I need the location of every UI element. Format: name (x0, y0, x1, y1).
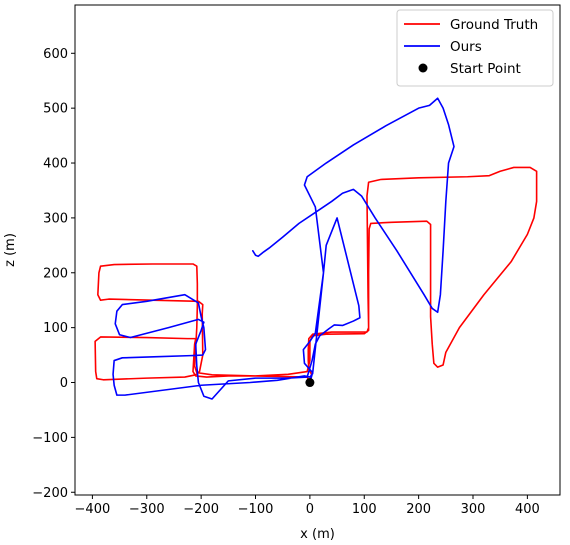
y-tick-label: 100 (43, 321, 68, 336)
axes: −400 −300 −200 −100 0 100 200 300 400 −200 −100 0 10… (32, 4, 561, 517)
legend-marker-start-point (418, 63, 428, 73)
y-tick-label: −200 (32, 486, 68, 501)
axes-frame (74, 4, 561, 496)
x-tick-label: 400 (515, 502, 540, 517)
legend-label: Ground Truth (450, 17, 538, 33)
legend-box (396, 9, 554, 87)
x-tick-label: 300 (461, 502, 486, 517)
y-tick-label: 400 (43, 157, 68, 172)
y-tick-label: 0 (60, 376, 68, 391)
y-tick-label: 200 (43, 266, 68, 281)
plot-area (94, 97, 538, 400)
x-tick-label: 100 (352, 502, 377, 517)
y-axis-label: z (m) (3, 233, 18, 267)
y-tick-label: 500 (43, 102, 68, 117)
y-tick-label: 600 (43, 47, 68, 62)
x-tick-label: −400 (75, 502, 111, 517)
legend-label: Ours (450, 39, 482, 55)
y-tick-label: −100 (32, 431, 68, 446)
x-tick-label: −300 (129, 502, 165, 517)
series-line-ours (112, 97, 455, 400)
x-axis-label: x (m) (300, 527, 335, 542)
x-tick-label: 0 (306, 502, 314, 517)
x-tick-label: −100 (238, 502, 274, 517)
x-tick-label: −200 (183, 502, 219, 517)
y-tick-label: 300 (43, 211, 68, 226)
start-point-marker (305, 378, 315, 388)
x-tick-label: 200 (406, 502, 431, 517)
legend-label: Start Point (450, 61, 521, 77)
legend: Ground Truth Ours Start Point (396, 9, 554, 87)
